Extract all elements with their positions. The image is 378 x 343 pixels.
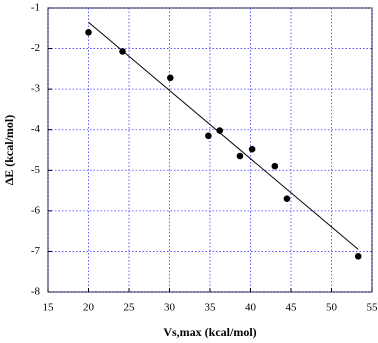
x-tick-label: 50 xyxy=(326,302,338,314)
y-tick-label: -6 xyxy=(31,204,41,216)
y-tick-label: -1 xyxy=(31,2,40,14)
data-point xyxy=(205,132,212,140)
data-point xyxy=(354,252,362,260)
x-tick-label: 40 xyxy=(245,302,257,314)
y-tick-label: -8 xyxy=(31,286,41,298)
y-tick-label: -4 xyxy=(31,123,41,135)
y-tick-label: -2 xyxy=(31,42,40,54)
data-point xyxy=(236,152,244,160)
x-tick-label: 20 xyxy=(83,302,95,314)
y-tick-label: -3 xyxy=(31,83,41,95)
data-point xyxy=(283,195,291,202)
x-tick-label: 25 xyxy=(124,302,136,314)
x-tick-label: 15 xyxy=(43,302,55,314)
y-tick-label: -5 xyxy=(31,164,41,176)
x-tick-label: 35 xyxy=(205,302,217,314)
x-axis-title: Vs,max (kcal/mol) xyxy=(163,325,256,339)
x-tick-label: 30 xyxy=(164,302,176,314)
x-tick-label: 55 xyxy=(367,302,378,314)
data-point xyxy=(216,127,224,134)
y-tick-label: -7 xyxy=(31,245,41,257)
data-point xyxy=(167,74,174,82)
y-axis-title: ΔE (kcal/mol) xyxy=(2,115,16,186)
data-point xyxy=(248,145,256,153)
data-point xyxy=(119,48,126,55)
x-tick-label: 45 xyxy=(286,302,298,314)
data-point xyxy=(85,29,92,36)
data-point xyxy=(271,162,279,170)
fit-line xyxy=(88,21,359,250)
